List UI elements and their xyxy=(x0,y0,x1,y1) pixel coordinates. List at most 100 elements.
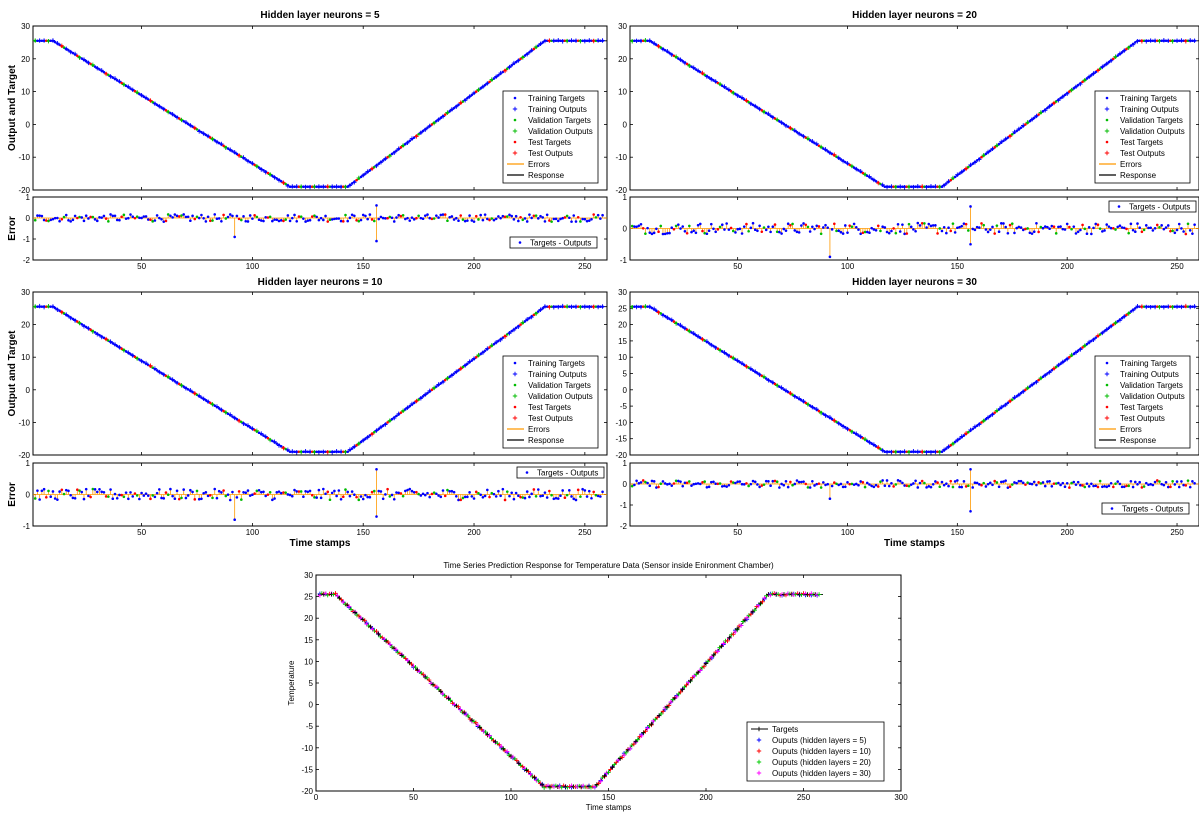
panel-3-target-point xyxy=(532,313,536,317)
panel-2-target-point xyxy=(1046,106,1049,110)
panel-2-err-point xyxy=(738,227,742,231)
panel-4-target-point xyxy=(808,404,812,407)
panel-4-err-point xyxy=(870,484,873,488)
panel-1-target-point xyxy=(62,46,66,49)
panel-1-target-point xyxy=(266,171,270,175)
panel-1-err-point xyxy=(310,215,314,218)
panel-1-err-point xyxy=(107,220,110,223)
panel-2-err-point xyxy=(1123,226,1126,230)
panel-1-main-ytick-label: -20 xyxy=(18,186,30,195)
panel-3-target-point xyxy=(426,391,429,395)
panel-1-err-point xyxy=(293,213,296,217)
panel-2-err-point xyxy=(975,225,979,229)
panel-4-target-point xyxy=(804,401,808,405)
panel-2-output-point xyxy=(959,169,964,175)
panel-1-target-point xyxy=(426,126,429,129)
panel-1-err-point xyxy=(505,215,509,218)
panel-4-main-legend-marker xyxy=(1105,383,1109,387)
panel-4-err-point xyxy=(1070,481,1073,485)
panel-1-err-point xyxy=(220,219,223,223)
panel-1-err-point xyxy=(182,213,186,216)
panel-2-err-legend-box xyxy=(1108,200,1197,213)
panel-1-err-point xyxy=(426,213,429,216)
panel-1-target-point xyxy=(377,162,381,166)
panel-2-err-point xyxy=(967,229,970,232)
panel-3-output-point xyxy=(352,444,357,449)
panel-3-target-point xyxy=(53,306,57,310)
panel-3-target-point xyxy=(222,409,225,413)
panel-3-err-point xyxy=(149,497,152,501)
panel-2-err-point xyxy=(751,221,755,225)
panel-4-err-point xyxy=(848,482,851,486)
panel-1-err-legend-marker xyxy=(518,241,522,244)
panel-2-err-point xyxy=(1098,227,1102,230)
panel-2-err-point xyxy=(909,225,913,229)
panel-3-err-point xyxy=(430,492,434,496)
panel-1-err-point xyxy=(534,214,538,217)
panel-4-target-point xyxy=(655,309,658,313)
panel-4-output-point xyxy=(854,431,859,436)
summary-output-point xyxy=(612,762,617,767)
panel-1-err-point xyxy=(428,216,432,220)
panel-1-err-point xyxy=(297,215,301,218)
panel-3-output-point xyxy=(250,426,255,431)
panel-1-err-point xyxy=(585,219,589,223)
panel-4-target-point xyxy=(1072,352,1076,356)
panel-3-err-legend-label: Targets - Outputs xyxy=(537,469,598,478)
panel-2-target-point xyxy=(1081,80,1084,84)
panel-2-output-point xyxy=(700,70,705,76)
summary-target-point xyxy=(680,687,685,692)
panel-1-output-point xyxy=(409,136,415,141)
panel-3-output-point xyxy=(489,343,494,348)
panel-4-target-point xyxy=(879,447,882,451)
panel-1-err-point xyxy=(162,220,166,223)
panel-2-err-point xyxy=(646,226,649,230)
panel-1-output-point xyxy=(365,169,370,174)
panel-2-err-point xyxy=(668,231,671,235)
panel-3-err-point xyxy=(42,487,46,491)
panel-2-err-point xyxy=(729,226,733,230)
panel-4-output-point xyxy=(1029,382,1035,388)
summary-output-point xyxy=(623,750,629,756)
summary-output-point xyxy=(631,742,637,747)
panel-2-target-point xyxy=(839,158,843,161)
panel-2-main-ytick-label: -10 xyxy=(615,153,627,162)
panel-1-err-point xyxy=(381,216,385,220)
panel-1-target-point xyxy=(36,39,39,43)
panel-4-err-point xyxy=(1149,482,1152,486)
panel-4-err-point xyxy=(677,479,680,483)
panel-4-target-point xyxy=(729,355,733,359)
panel-1-target-point xyxy=(572,39,576,43)
panel-1-err-point xyxy=(461,218,465,221)
panel-4-err-point xyxy=(1046,480,1049,483)
panel-2-err-point xyxy=(870,226,873,230)
summary-output-point xyxy=(465,713,471,719)
panel-4-err-point xyxy=(841,485,845,489)
panel-1-err-point xyxy=(514,214,518,218)
summary-target-point xyxy=(766,592,771,597)
panel-2-err-point xyxy=(819,232,823,236)
summary-output-point xyxy=(629,742,635,748)
panel-2-err-point xyxy=(1039,225,1043,229)
panel-2-err-point xyxy=(1061,227,1065,231)
panel-4-err-point xyxy=(1008,485,1012,488)
panel-1-err-point xyxy=(441,213,445,216)
panel-3-err-xtick-label: 100 xyxy=(246,528,260,537)
panel-2-output-point xyxy=(1007,134,1013,139)
summary-target-point xyxy=(703,661,709,666)
panel-3-err-point xyxy=(89,495,92,499)
panel-3-target-point xyxy=(492,342,496,346)
panel-4-output-point xyxy=(783,388,789,393)
panel-2-output-point xyxy=(1126,45,1131,51)
panel-2-err-point xyxy=(854,225,858,229)
panel-4-target-point xyxy=(984,417,988,421)
panel-4-err-ytick-label: -1 xyxy=(620,501,628,510)
panel-3-err-point xyxy=(253,492,256,495)
panel-4-err-point xyxy=(635,479,638,483)
panel-1-err-point xyxy=(87,217,90,220)
panel-4-output-point xyxy=(1091,337,1096,343)
panel-2-err-point xyxy=(978,226,981,229)
panel-3-main-legend-marker xyxy=(512,415,518,421)
panel-3-err-ytick-label: 0 xyxy=(26,491,31,500)
panel-3-err-point xyxy=(279,491,283,495)
